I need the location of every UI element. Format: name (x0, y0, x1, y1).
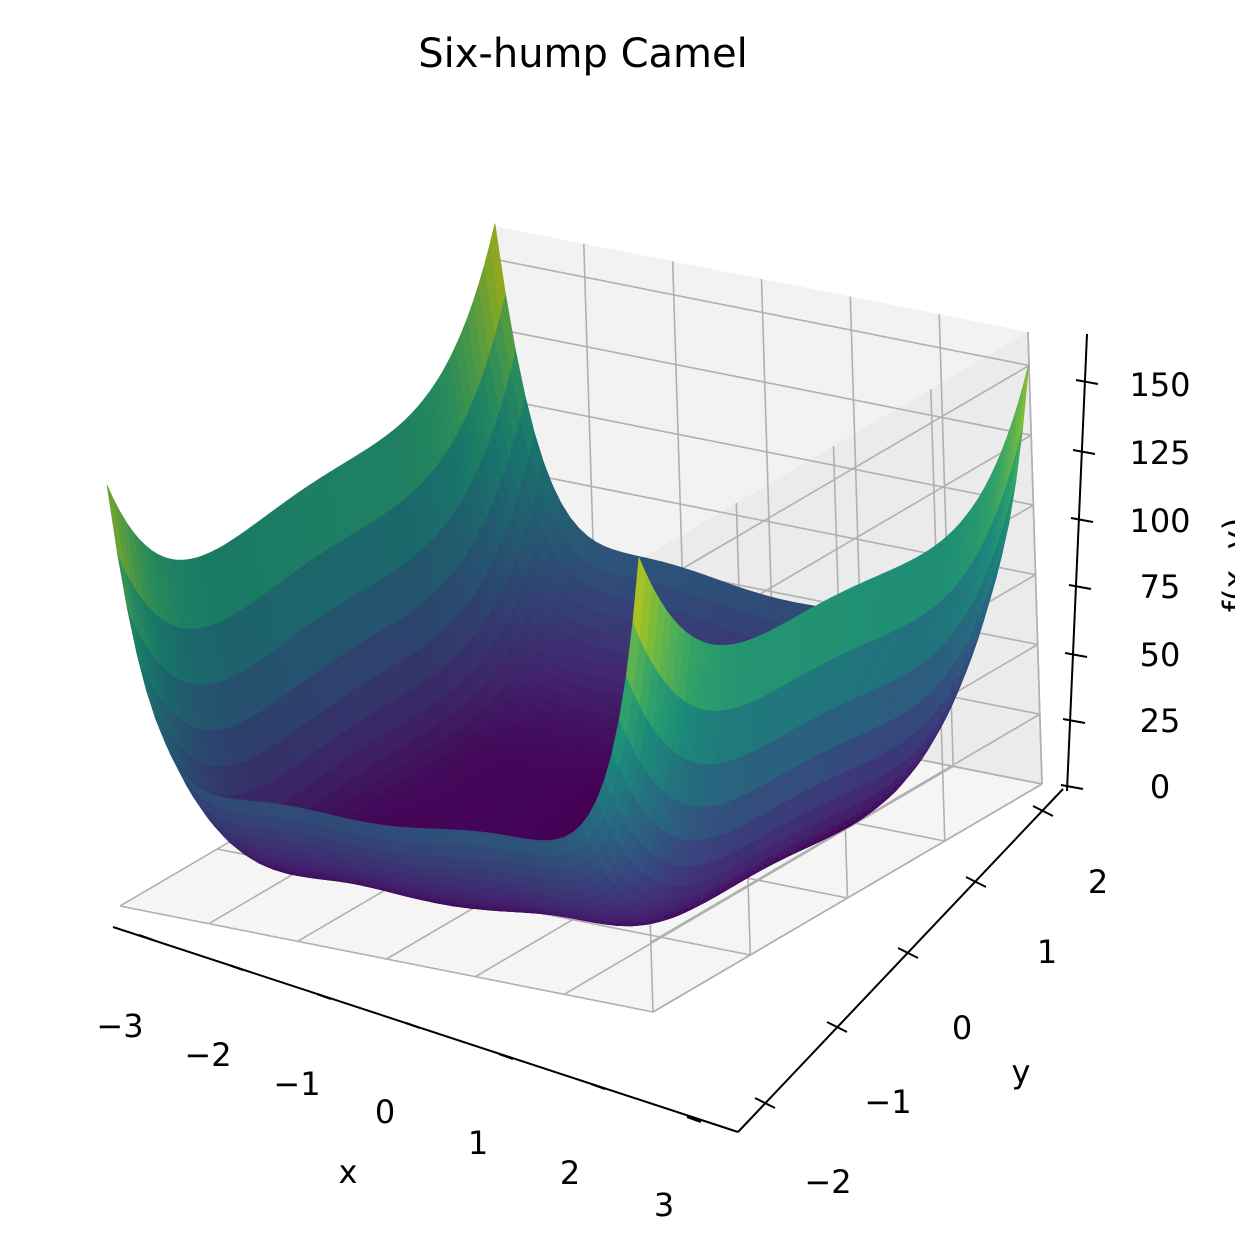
z-axis-label: f(x, y) (1216, 518, 1235, 612)
x-tick-label: −1 (273, 1065, 320, 1103)
surface-facet (106, 484, 125, 568)
x-tick-mark (590, 1083, 606, 1090)
z-tick-label: 25 (1140, 702, 1181, 740)
z-tick-mark (1070, 517, 1094, 523)
chart-title: Six-hump Camel (418, 31, 748, 77)
y-tick-label: 2 (1088, 863, 1108, 901)
y-gridline-side (1027, 331, 1043, 785)
z-gridline-back (500, 398, 1034, 506)
z-tick-mark (1068, 584, 1092, 590)
z-tick-mark (1060, 784, 1084, 790)
z-tick-mark (1064, 652, 1088, 658)
y-tick-mark (754, 1097, 776, 1109)
z-gridline-back (498, 328, 1032, 436)
y-tick-mark (826, 1021, 848, 1033)
x-axis-label: x (339, 1153, 358, 1191)
x-tick-label: −2 (184, 1036, 231, 1074)
y-tick-label: 0 (952, 1009, 972, 1047)
y-tick-mark (897, 947, 919, 959)
x-tick-label: −3 (96, 1007, 143, 1045)
surface-plot (106, 223, 1030, 927)
y-axis-label: y (1012, 1053, 1031, 1091)
y-axis-line (737, 788, 1064, 1133)
z-tick-label: 75 (1140, 568, 1181, 606)
z-tick-label: 100 (1129, 502, 1190, 540)
z-axis-line (1066, 333, 1088, 792)
x-tick-mark (498, 1053, 514, 1060)
x-tick-mark (228, 964, 244, 971)
z-tick-mark (1062, 718, 1086, 724)
x-tick-label: 3 (654, 1186, 674, 1224)
z-tick-mark (1072, 449, 1096, 455)
x-tick-mark (405, 1022, 421, 1029)
x-tick-mark (316, 993, 332, 1000)
x-axis-line (112, 926, 739, 1133)
y-tick-mark (965, 876, 987, 888)
y-gridline-floor (119, 905, 654, 1013)
y-tick-label: −2 (804, 1163, 851, 1201)
x-tick-label: 1 (468, 1124, 488, 1162)
y-tick-label: 1 (1037, 933, 1057, 971)
z-gridline-side (639, 364, 1030, 595)
axis-lines (112, 333, 1099, 1133)
z-tick-mark (1075, 379, 1099, 385)
z-tick-label: 125 (1129, 434, 1190, 472)
x-tick-label: 0 (375, 1093, 395, 1131)
z-tick-label: 150 (1129, 366, 1190, 404)
y-tick-label: −1 (864, 1083, 911, 1121)
z-tick-label: 0 (1150, 768, 1170, 806)
y-tick-mark (1032, 805, 1054, 817)
x-tick-mark (686, 1116, 702, 1123)
z-gridline-side (652, 783, 1043, 1013)
z-tick-label: 50 (1140, 636, 1181, 674)
x-tick-mark (138, 934, 154, 941)
x-tick-label: 2 (560, 1154, 580, 1192)
z-gridline-back (495, 258, 1030, 367)
